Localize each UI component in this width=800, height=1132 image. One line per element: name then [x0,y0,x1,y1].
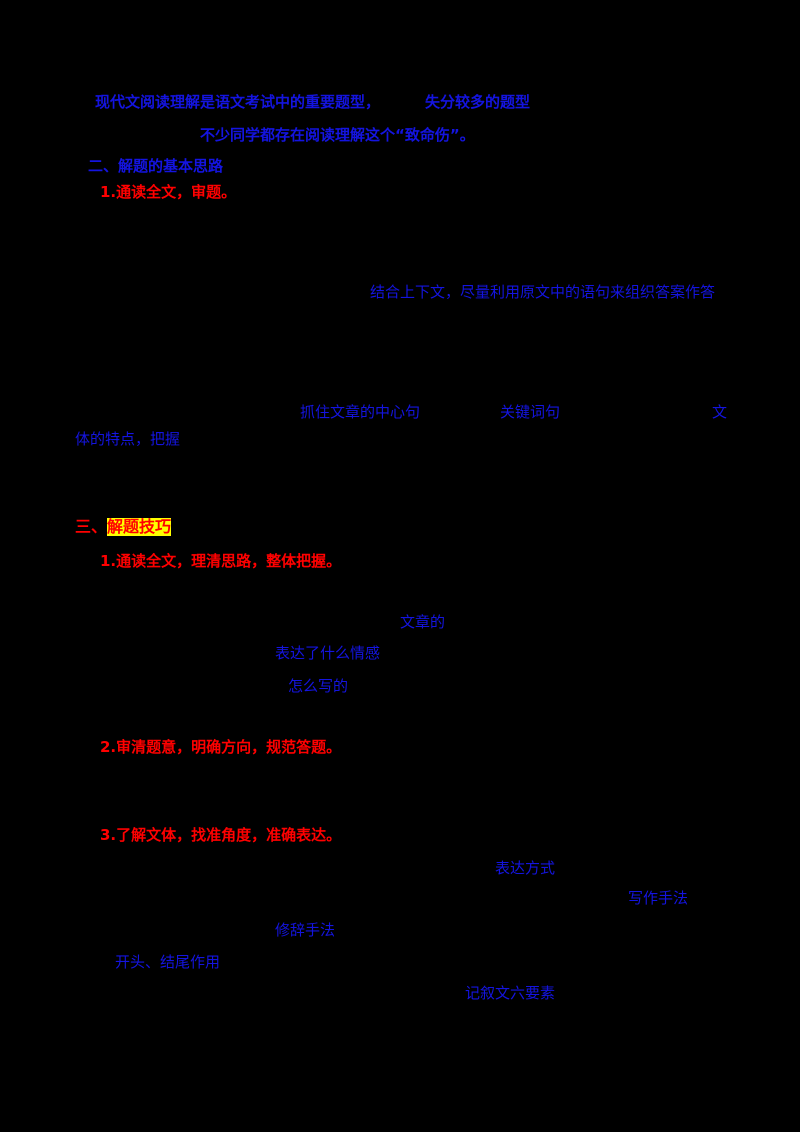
note-line-2c: 文 [712,403,728,421]
tip-2: 2.审清题意，明确方向，规范答题。 [100,738,342,756]
note-line-3: 体的特点，把握 [75,430,181,448]
intro-line-part2: 失分较多的题型 [425,93,531,111]
intro-line2: 不少同学都存在阅读理解这个“致命伤”。 [200,126,475,144]
section-heading-2: 二、解题的基本思路 [88,157,224,175]
tip-3-note-a: 表达方式 [495,859,556,877]
note-line-2a: 抓住文章的中心句 [300,403,421,421]
tip-1-note-b: 表达了什么情感 [275,644,381,662]
tip-1-note-a: 文章的 [400,613,446,631]
tip-3-note-e: 记叙文六要素 [465,984,556,1002]
note-line-2b: 关键词句 [500,403,561,421]
tip-3-note-b: 写作手法 [628,889,689,907]
section-heading-3-number: 三、 [75,517,108,536]
section-heading-3-title: 解题技巧 [107,517,172,537]
tip-1: 1.通读全文，理清思路，整体把握。 [100,552,342,570]
step-1: 1.通读全文，审题。 [100,183,237,201]
tip-3: 3.了解文体，找准角度，准确表达。 [100,826,342,844]
intro-line-part1: 现代文阅读理解是语文考试中的重要题型， [95,93,381,111]
tip-1-note-c: 怎么写的 [288,677,349,695]
note-line-1: 结合上下文，尽量利用原文中的语句来组织答案作答 [370,283,716,301]
tip-3-note-d: 开头、结尾作用 [115,953,221,971]
tip-3-note-c: 修辞手法 [275,921,336,939]
